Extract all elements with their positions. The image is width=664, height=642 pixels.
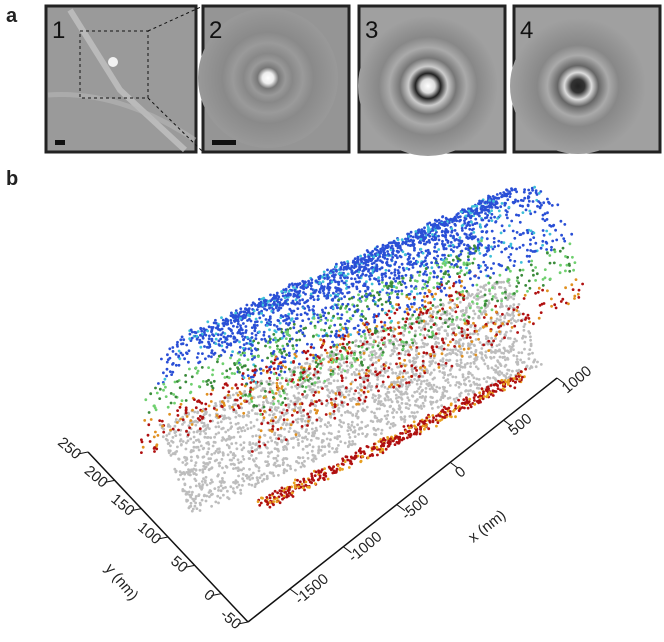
image-3: 3 bbox=[357, 4, 507, 156]
tick-mark bbox=[289, 588, 299, 596]
tick-mark bbox=[556, 377, 566, 385]
y-tick-label: 0 bbox=[200, 586, 217, 604]
tick-mark bbox=[184, 564, 195, 568]
tick-mark bbox=[77, 451, 89, 455]
tick-mark bbox=[503, 419, 512, 427]
panel-label: a bbox=[6, 5, 18, 27]
image-2: 2 bbox=[198, 4, 351, 154]
y-tick-label: 50 bbox=[167, 553, 191, 577]
x-tick-label: -500 bbox=[398, 491, 432, 523]
image-number: 2 bbox=[209, 17, 222, 44]
y-tick-label: 200 bbox=[81, 462, 111, 491]
tick-mark bbox=[131, 508, 142, 512]
image-number: 4 bbox=[520, 17, 533, 44]
y-tick-label: 100 bbox=[134, 519, 164, 548]
y-tick-label: 150 bbox=[108, 491, 138, 520]
image-number: 3 bbox=[365, 17, 378, 44]
tick-mark bbox=[449, 461, 459, 469]
x-axis-title: x (nm) bbox=[465, 507, 509, 547]
y-tick-label: 250 bbox=[54, 434, 84, 463]
tick-mark bbox=[157, 536, 169, 540]
x-tick-label: 0 bbox=[452, 463, 469, 481]
y-tick-label: -50 bbox=[217, 606, 245, 633]
tick-mark bbox=[211, 593, 222, 597]
image-number: 1 bbox=[52, 17, 65, 44]
point-cloud bbox=[140, 185, 584, 513]
panel-label: b bbox=[6, 168, 18, 190]
y-axis-title: y (nm) bbox=[101, 560, 141, 603]
tick-mark bbox=[104, 479, 115, 483]
x-tick-label: -1500 bbox=[292, 570, 332, 608]
tick-mark bbox=[396, 504, 406, 512]
image-4: 4 bbox=[510, 4, 662, 154]
tick-mark bbox=[237, 621, 249, 625]
tick-mark bbox=[343, 546, 352, 554]
x-tick-label: 1000 bbox=[559, 363, 595, 397]
image-1: 1 bbox=[44, 4, 198, 154]
x-tick-label: -1000 bbox=[345, 528, 385, 566]
